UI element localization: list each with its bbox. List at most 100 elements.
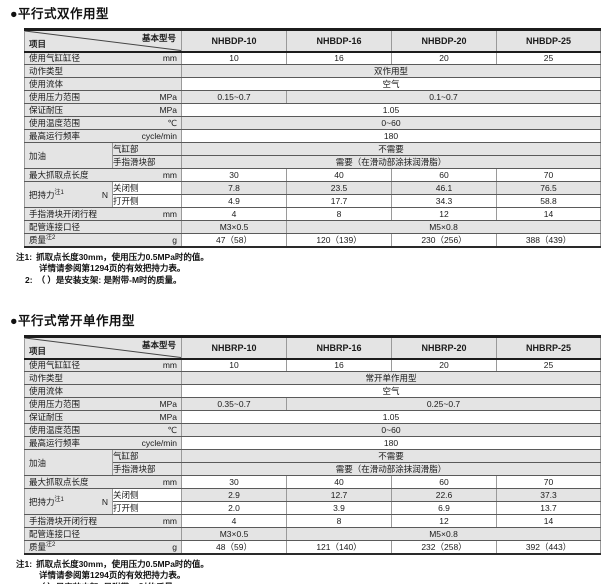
value-cell: 232（258） xyxy=(391,540,497,554)
spec-table: 基本型号 项目 NHBRP-10 NHBRP-16 NHBRP-20 NHBRP… xyxy=(24,335,601,555)
row-max-grip-length: 最大抓取点长度 mm 30 40 60 70 xyxy=(24,475,601,489)
row-fluid: 使用流体 空气 xyxy=(24,77,601,91)
model-column-header: NHBDP-20 xyxy=(391,29,497,53)
value-cell: 22.6 xyxy=(391,488,497,502)
row-label: 使用压力范围 xyxy=(29,399,81,409)
value-cell: 3.9 xyxy=(286,501,392,515)
value-cell: 0~60 xyxy=(181,423,601,437)
row-action-type: 动作类型 双作用型 xyxy=(24,64,601,78)
row-label: 使用气缸缸径 xyxy=(29,53,81,64)
value-cell: 25 xyxy=(496,51,601,65)
row-label: 使用温度范围 xyxy=(29,425,81,435)
value-cell: 10 xyxy=(181,358,287,372)
value-cell: 6.9 xyxy=(391,501,497,515)
row-label: 配管连接口径 xyxy=(29,529,81,539)
section-title: ●平行式常开单作用型 xyxy=(10,314,136,328)
note-line: 注1: 抓取点长度30mm，使用压力0.5MPa时的值。 xyxy=(16,251,209,262)
row-label: 手指滑块开闭行程 xyxy=(29,209,98,219)
value-cell: 1.05 xyxy=(181,410,601,424)
value-cell: 40 xyxy=(286,168,392,182)
value-cell: M5×0.8 xyxy=(286,220,601,234)
value-cell: 需要（在滑动部涂抹润滑脂） xyxy=(181,462,601,476)
value-cell: 不需要 xyxy=(181,142,601,156)
value-cell: 7.8 xyxy=(181,181,287,195)
value-cell: 47（58） xyxy=(181,233,287,247)
note-line: 详情请参阅第1294页的有效把持力表。 xyxy=(39,570,186,580)
value-cell: 30 xyxy=(181,475,287,489)
value-cell: 180 xyxy=(181,129,601,143)
row-unit: mm xyxy=(162,170,177,180)
row-label: 把持力注1 xyxy=(29,189,64,200)
sub-row-label: 手指滑块部 xyxy=(112,462,182,476)
model-column-header: NHBDP-25 xyxy=(496,29,601,53)
row-lubrication-cylinder: 加油 气缸部 不需要 xyxy=(24,142,601,169)
value-cell: 120（139） xyxy=(286,233,392,247)
note-line: 注1: 抓取点长度30mm，使用压力0.5MPa时的值。 xyxy=(16,558,209,569)
row-unit: cycle/min xyxy=(141,131,177,141)
row-unit: g xyxy=(172,234,177,245)
row-bore: 使用气缸缸径 mm 10 16 20 25 xyxy=(24,358,601,372)
row-label: 动作类型 xyxy=(29,373,64,383)
value-cell: 0~60 xyxy=(181,116,601,130)
row-mass: 质量注2 g 48（59） 121（140） 232（258） 392（443） xyxy=(24,540,601,554)
row-proof-pressure: 保证耐压 MPa 1.05 xyxy=(24,410,601,424)
model-column-header: NHBRP-10 xyxy=(181,336,287,360)
value-cell: 25 xyxy=(496,358,601,372)
spec-section-single-acting: ●平行式常开单作用型 基本型号 项目 NHBRP-10 NHBRP-16 NHB… xyxy=(10,310,605,584)
row-unit: N xyxy=(101,496,108,507)
note-line: 2:（ ）是安装支架: 是附带-M时的质量。 xyxy=(25,274,182,285)
value-cell: 4 xyxy=(181,514,287,528)
value-cell: 0.15~0.7 xyxy=(181,90,287,104)
row-label: 质量注2 xyxy=(29,541,56,552)
row-unit: g xyxy=(172,541,177,552)
value-cell: 12 xyxy=(391,514,497,528)
note-ref-2: 注2 xyxy=(46,541,56,548)
header-row: 基本型号 项目 NHBDP-10 NHBDP-16 NHBDP-20 NHBDP… xyxy=(24,29,601,53)
row-unit: cycle/min xyxy=(141,438,177,448)
value-cell: 60 xyxy=(391,168,497,182)
value-cell: 20 xyxy=(391,358,497,372)
table-notes: 注1: 抓取点长度30mm，使用压力0.5MPa时的值。 详情请参阅第1294页的… xyxy=(16,252,605,287)
row-label: 质量注2 xyxy=(29,234,56,245)
model-column-header: NHBDP-10 xyxy=(181,29,287,53)
value-cell: 4 xyxy=(181,207,287,221)
value-cell: M3×0.5 xyxy=(181,220,287,234)
value-cell: 需要（在滑动部涂抹润滑脂） xyxy=(181,155,601,169)
value-cell: 10 xyxy=(181,51,287,65)
row-label: 动作类型 xyxy=(29,66,64,76)
row-unit: N xyxy=(101,189,108,200)
row-unit: mm xyxy=(162,477,177,487)
value-cell: 40 xyxy=(286,475,392,489)
value-cell: 23.5 xyxy=(286,181,392,195)
value-cell: 14 xyxy=(496,207,601,221)
row-proof-pressure: 保证耐压 MPa 1.05 xyxy=(24,103,601,117)
value-cell: 70 xyxy=(496,475,601,489)
value-cell: 30 xyxy=(181,168,287,182)
row-lubrication-cylinder: 加油 气缸部 不需要 xyxy=(24,449,601,476)
row-label: 使用流体 xyxy=(29,386,64,396)
model-column-header: NHBRP-16 xyxy=(286,336,392,360)
value-cell: 230（256） xyxy=(391,233,497,247)
note-ref-2: 注2 xyxy=(46,234,56,241)
value-cell: 12 xyxy=(391,207,497,221)
model-column-header: NHBRP-20 xyxy=(391,336,497,360)
sub-row-label: 打开侧 xyxy=(112,194,182,208)
row-label: 保证耐压 xyxy=(29,412,64,422)
value-cell: 1.05 xyxy=(181,103,601,117)
row-pressure-range: 使用压力范围 MPa 0.15~0.7 0.1~0.7 xyxy=(24,90,601,104)
sub-row-label: 气缸部 xyxy=(112,449,182,463)
value-cell: 12.7 xyxy=(286,488,392,502)
value-cell: 13.7 xyxy=(496,501,601,515)
row-slider-stroke: 手指滑块开闭行程 mm 4 8 12 14 xyxy=(24,514,601,528)
row-lubrication-slider: 手指滑块部 需要（在滑动部涂抹润滑脂） xyxy=(25,462,601,476)
value-cell: 46.1 xyxy=(391,181,497,195)
value-cell: 388（439） xyxy=(496,233,601,247)
row-temperature-range: 使用温度范围 ℃ 0~60 xyxy=(24,116,601,130)
row-port-size: 配管连接口径 M3×0.5 M5×0.8 xyxy=(24,527,601,541)
row-label: 使用气缸缸径 xyxy=(29,360,81,371)
value-cell: 14 xyxy=(496,514,601,528)
value-cell: 常开单作用型 xyxy=(181,371,601,385)
row-label: 使用温度范围 xyxy=(29,118,81,128)
row-mass: 质量注2 g 47（58） 120（139） 230（256） 388（439） xyxy=(24,233,601,247)
value-cell: 16 xyxy=(286,51,392,65)
